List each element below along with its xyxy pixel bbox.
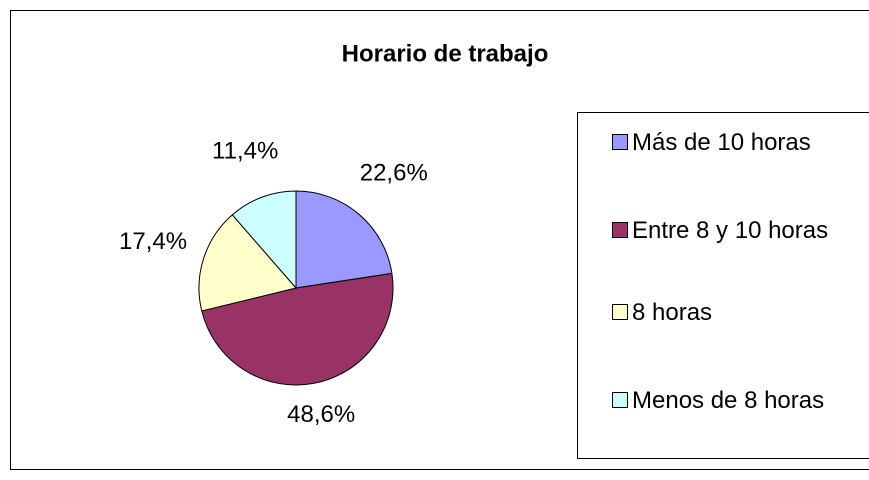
data-label: 48,6%: [287, 401, 355, 428]
legend-label: Menos de 8 horas: [632, 387, 825, 414]
legend-swatch: [612, 134, 628, 150]
legend: Más de 10 horas Entre 8 y 10 horas 8 horas…: [577, 112, 869, 459]
chart-title: Horario de trabajo: [342, 40, 549, 67]
pie-slice: [198, 214, 297, 312]
legend-swatch: [612, 392, 628, 408]
legend-swatch: [612, 304, 628, 320]
pie-slice: [201, 272, 394, 386]
legend-item: Más de 10 horas: [612, 125, 864, 161]
chart-frame: [10, 10, 869, 470]
pie-slice: [231, 190, 297, 290]
data-label: 17,4%: [119, 228, 187, 255]
legend-item: Entre 8 y 10 horas: [612, 213, 864, 249]
legend-item: 8 horas: [612, 295, 864, 331]
pie-slice: [295, 190, 393, 289]
legend-label: Entre 8 y 10 horas: [632, 217, 829, 244]
data-label: 22,6%: [360, 160, 428, 187]
data-label: 11,4%: [212, 138, 278, 165]
legend-label: Más de 10 horas: [632, 129, 811, 156]
legend-label: 8 horas: [632, 299, 713, 326]
legend-item: Menos de 8 horas: [612, 383, 864, 419]
legend-swatch: [612, 222, 628, 238]
